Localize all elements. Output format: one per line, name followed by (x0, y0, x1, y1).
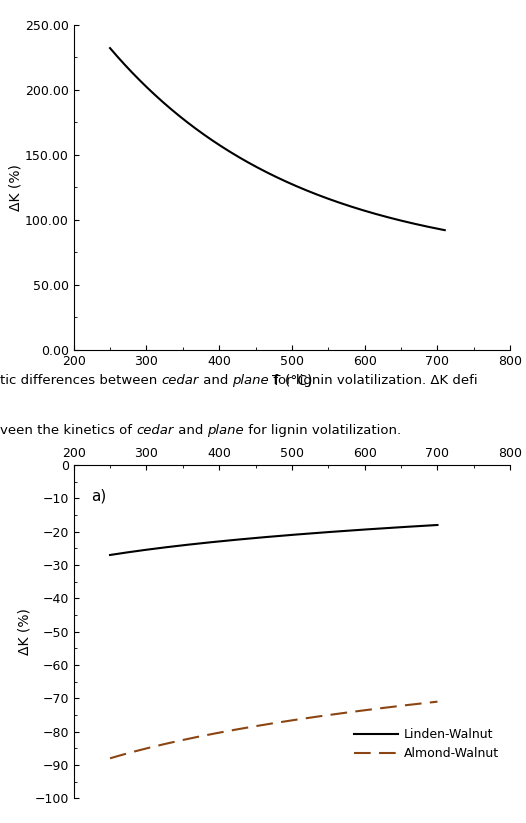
Linden-Walnut (427, 520, 433, 530)
Text: a): a) (91, 488, 106, 504)
Text: plane: plane (232, 374, 269, 388)
Almond-Walnut (434, 697, 441, 707)
Almond-Walnut (262, 719, 269, 729)
Almond-Walnut (107, 753, 113, 763)
Y-axis label: ΔK (%): ΔK (%) (8, 164, 22, 211)
Line: Linden-Walnut: Linden-Walnut (110, 525, 438, 555)
Line: Almond-Walnut: Almond-Walnut (110, 702, 438, 758)
Linden-Walnut (265, 532, 271, 542)
Almond-Walnut (427, 698, 433, 708)
Text: tic differences between: tic differences between (0, 374, 161, 388)
Text: for lignin volatilization. ΔK defi: for lignin volatilization. ΔK defi (269, 374, 478, 388)
Text: cedar: cedar (161, 374, 199, 388)
Linden-Walnut (107, 550, 113, 560)
Legend: Linden-Walnut, Almond-Walnut: Linden-Walnut, Almond-Walnut (349, 723, 504, 765)
Y-axis label: ΔK (%): ΔK (%) (18, 608, 32, 655)
Linden-Walnut (302, 529, 308, 539)
Almond-Walnut (302, 714, 308, 723)
Text: plane: plane (207, 424, 244, 437)
Linden-Walnut (284, 530, 290, 540)
Text: for lignin volatilization.: for lignin volatilization. (244, 424, 401, 437)
Almond-Walnut (265, 719, 271, 729)
Linden-Walnut (375, 523, 381, 533)
Text: veen the kinetics of: veen the kinetics of (0, 424, 136, 437)
Almond-Walnut (375, 704, 381, 714)
Text: cedar: cedar (136, 424, 174, 437)
Linden-Walnut (262, 532, 269, 542)
Text: and: and (174, 424, 207, 437)
Linden-Walnut (434, 520, 441, 530)
Text: and: and (199, 374, 232, 388)
X-axis label: T (°C): T (°C) (272, 373, 312, 387)
Almond-Walnut (284, 716, 290, 726)
